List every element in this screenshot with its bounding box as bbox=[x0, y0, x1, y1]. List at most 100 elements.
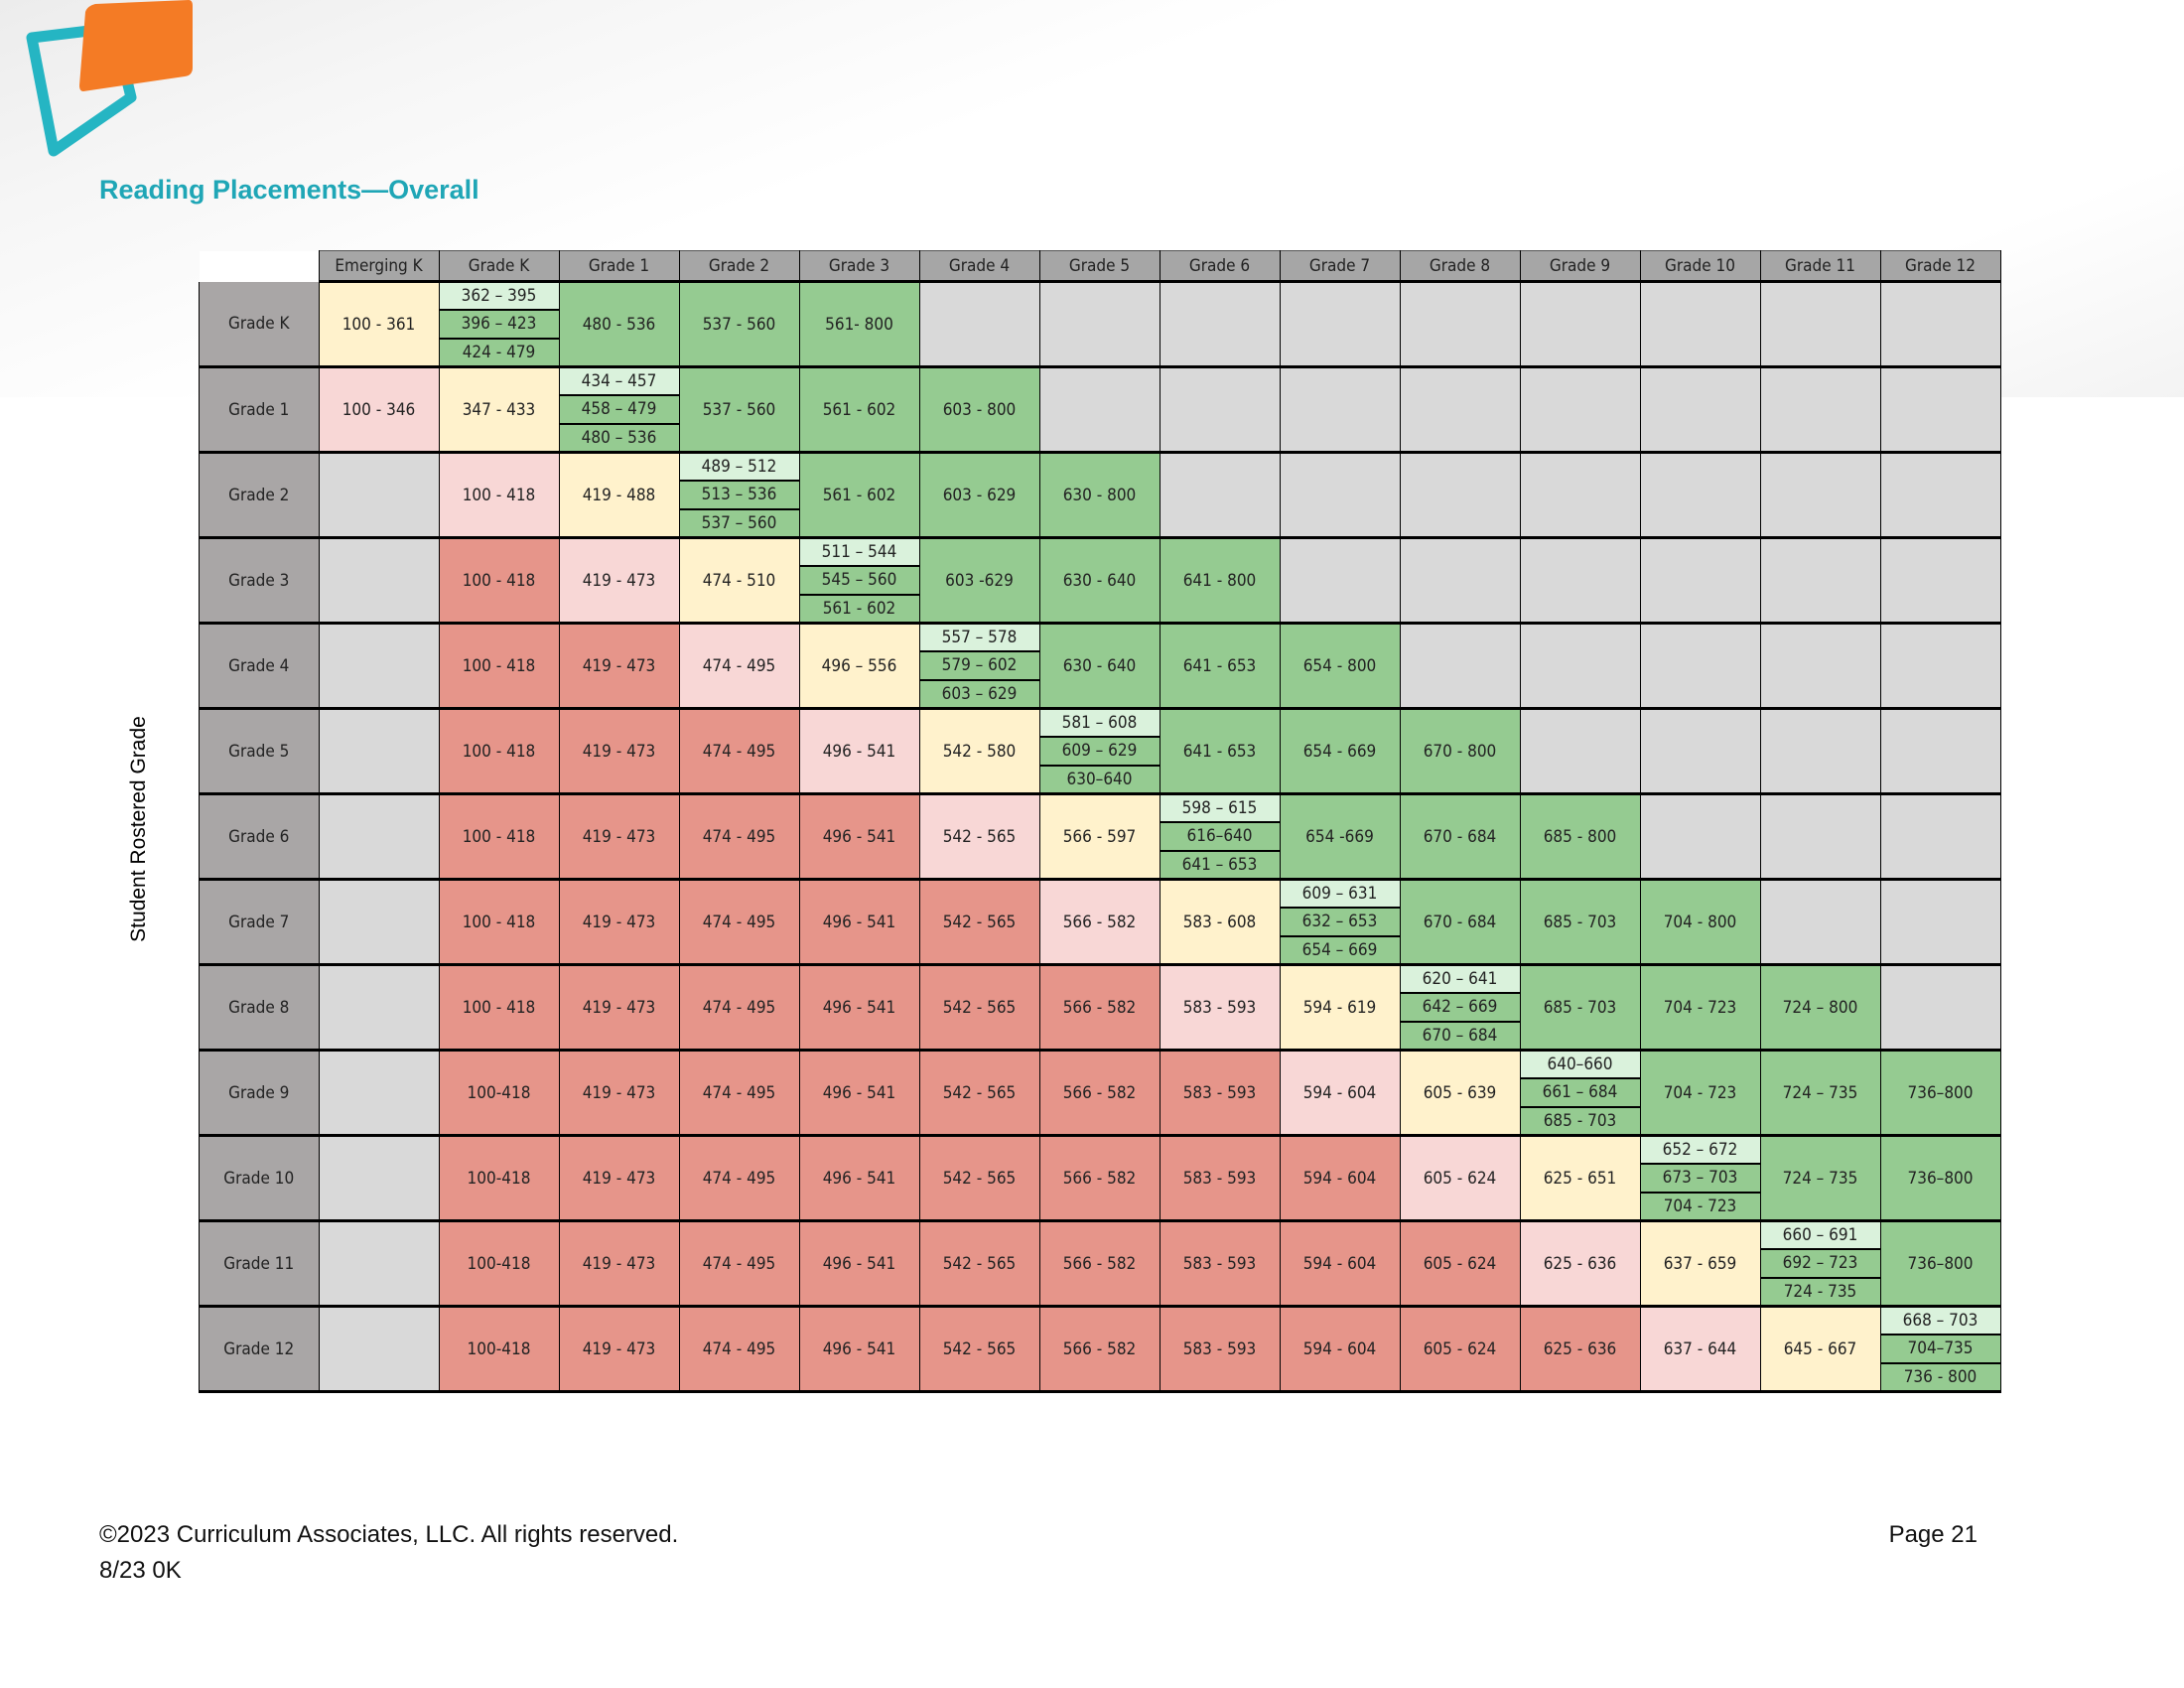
copyright-text: ©2023 Curriculum Associates, LLC. All ri… bbox=[99, 1521, 679, 1548]
row-header: Grade 3 bbox=[199, 537, 320, 625]
empty-cell bbox=[1879, 537, 2001, 625]
range-cell: 736–800 bbox=[1879, 1220, 2001, 1308]
sub-range: 670 – 684 bbox=[1400, 1020, 1520, 1049]
range-cell: 100 - 346 bbox=[318, 366, 440, 454]
range-cell: 685 - 703 bbox=[1519, 879, 1641, 966]
range-cell: 594 - 604 bbox=[1279, 1306, 1401, 1393]
range-cell: 542 - 565 bbox=[918, 879, 1040, 966]
range-cell: 670 - 684 bbox=[1399, 793, 1521, 881]
sub-range: 704 - 723 bbox=[1640, 1191, 1760, 1219]
empty-cell bbox=[1279, 452, 1401, 539]
column-header: Grade 12 bbox=[1879, 250, 2001, 283]
sub-range: 434 – 457 bbox=[559, 368, 679, 395]
table-row: Grade 12 100-418 419 - 473 474 - 495 496 - 5… bbox=[199, 1306, 2001, 1393]
range-cell: 419 - 488 bbox=[558, 452, 680, 539]
sub-range: 458 – 479 bbox=[559, 394, 679, 423]
range-cell: 566 - 582 bbox=[1038, 1135, 1160, 1222]
table-row: Grade 3 100 - 418 419 - 473 474 - 510 511 – … bbox=[199, 537, 2001, 625]
split-range-cell: 489 – 512 513 – 536 537 – 560 bbox=[678, 452, 800, 539]
empty-cell bbox=[1159, 281, 1281, 368]
table-row: Grade 2 100 - 418 419 - 488 489 – 512 513 – … bbox=[199, 452, 2001, 539]
table-row: Grade 6 100 - 418 419 - 473 474 - 495 496 - … bbox=[199, 793, 2001, 881]
sub-range: 545 – 560 bbox=[799, 565, 919, 594]
range-cell: 605 - 624 bbox=[1399, 1220, 1521, 1308]
split-range-cell: 660 – 691 692 – 723 724 - 735 bbox=[1759, 1220, 1881, 1308]
empty-cell bbox=[1519, 708, 1641, 795]
sub-range: 620 – 641 bbox=[1400, 966, 1520, 993]
empty-cell bbox=[1639, 281, 1761, 368]
range-cell: 537 - 560 bbox=[678, 281, 800, 368]
range-cell: 594 - 604 bbox=[1279, 1220, 1401, 1308]
split-range-cell: 511 – 544 545 – 560 561 - 602 bbox=[798, 537, 920, 625]
split-ranges: 434 – 457 458 – 479 480 – 536 bbox=[559, 368, 679, 451]
row-header: Grade 5 bbox=[199, 708, 320, 795]
range-cell: 641 - 653 bbox=[1159, 708, 1281, 795]
range-cell: 724 – 800 bbox=[1759, 964, 1881, 1052]
empty-cell bbox=[1879, 879, 2001, 966]
empty-cell bbox=[1279, 537, 1401, 625]
range-cell: 625 - 651 bbox=[1519, 1135, 1641, 1222]
range-cell: 542 - 565 bbox=[918, 964, 1040, 1052]
empty-cell bbox=[1759, 879, 1881, 966]
split-ranges: 609 – 631 632 – 653 654 – 669 bbox=[1280, 881, 1400, 963]
row-header: Grade 8 bbox=[199, 964, 320, 1052]
column-header: Grade 11 bbox=[1759, 250, 1881, 283]
range-cell: 724 – 735 bbox=[1759, 1135, 1881, 1222]
range-cell: 630 - 640 bbox=[1038, 623, 1160, 710]
range-cell: 583 - 593 bbox=[1159, 1220, 1281, 1308]
empty-cell bbox=[1279, 281, 1401, 368]
range-cell: 100-418 bbox=[438, 1050, 560, 1137]
sub-range: 673 – 703 bbox=[1640, 1163, 1760, 1192]
sub-range: 661 – 684 bbox=[1520, 1077, 1640, 1106]
page-title: Reading Placements—Overall bbox=[99, 175, 479, 205]
sub-range: 652 – 672 bbox=[1640, 1137, 1760, 1164]
sub-range: 736 - 800 bbox=[1880, 1361, 2000, 1390]
range-cell: 603 -629 bbox=[918, 537, 1040, 625]
empty-cell bbox=[1279, 366, 1401, 454]
sub-range: 362 – 395 bbox=[439, 283, 559, 310]
range-cell: 685 - 703 bbox=[1519, 964, 1641, 1052]
range-cell: 542 - 565 bbox=[918, 793, 1040, 881]
split-ranges: 660 – 691 692 – 723 724 - 735 bbox=[1760, 1222, 1880, 1305]
range-cell: 561 - 602 bbox=[798, 366, 920, 454]
split-ranges: 362 – 395 396 – 423 424 - 479 bbox=[439, 283, 559, 365]
empty-cell bbox=[318, 623, 440, 710]
empty-cell bbox=[1759, 366, 1881, 454]
range-cell: 474 - 495 bbox=[678, 708, 800, 795]
split-ranges: 557 – 578 579 – 602 603 – 629 bbox=[919, 625, 1039, 707]
range-cell: 736–800 bbox=[1879, 1050, 2001, 1137]
range-cell: 724 – 735 bbox=[1759, 1050, 1881, 1137]
range-cell: 542 - 565 bbox=[918, 1306, 1040, 1393]
sub-range: 581 – 608 bbox=[1039, 710, 1160, 737]
split-range-cell: 557 – 578 579 – 602 603 – 629 bbox=[918, 623, 1040, 710]
range-cell: 685 - 800 bbox=[1519, 793, 1641, 881]
sub-range: 396 – 423 bbox=[439, 309, 559, 338]
range-cell: 605 - 624 bbox=[1399, 1135, 1521, 1222]
range-cell: 496 - 541 bbox=[798, 879, 920, 966]
split-ranges: 489 – 512 513 – 536 537 – 560 bbox=[679, 454, 799, 536]
range-cell: 641 - 653 bbox=[1159, 623, 1281, 710]
sub-range: 513 – 536 bbox=[679, 480, 799, 508]
sub-range: 632 – 653 bbox=[1280, 907, 1400, 935]
sub-range: 704–735 bbox=[1880, 1334, 2000, 1362]
empty-cell bbox=[1639, 452, 1761, 539]
column-header: Emerging K bbox=[318, 250, 440, 283]
range-cell: 100-418 bbox=[438, 1135, 560, 1222]
row-header: Grade 11 bbox=[199, 1220, 320, 1308]
range-cell: 736–800 bbox=[1879, 1135, 2001, 1222]
split-range-cell: 652 – 672 673 – 703 704 - 723 bbox=[1639, 1135, 1761, 1222]
range-cell: 419 - 473 bbox=[558, 623, 680, 710]
range-cell: 496 - 541 bbox=[798, 1135, 920, 1222]
empty-cell bbox=[1639, 793, 1761, 881]
range-cell: 474 - 495 bbox=[678, 1306, 800, 1393]
document-code: 8/23 0K bbox=[99, 1557, 182, 1584]
column-header: Grade 8 bbox=[1399, 250, 1521, 283]
range-cell: 474 - 495 bbox=[678, 1220, 800, 1308]
range-cell: 496 - 541 bbox=[798, 964, 920, 1052]
sub-range: 668 – 703 bbox=[1880, 1308, 2000, 1335]
empty-cell bbox=[1759, 793, 1881, 881]
range-cell: 594 - 604 bbox=[1279, 1050, 1401, 1137]
sub-range: 579 – 602 bbox=[919, 650, 1039, 679]
empty-cell bbox=[1519, 281, 1641, 368]
empty-cell bbox=[1159, 452, 1281, 539]
